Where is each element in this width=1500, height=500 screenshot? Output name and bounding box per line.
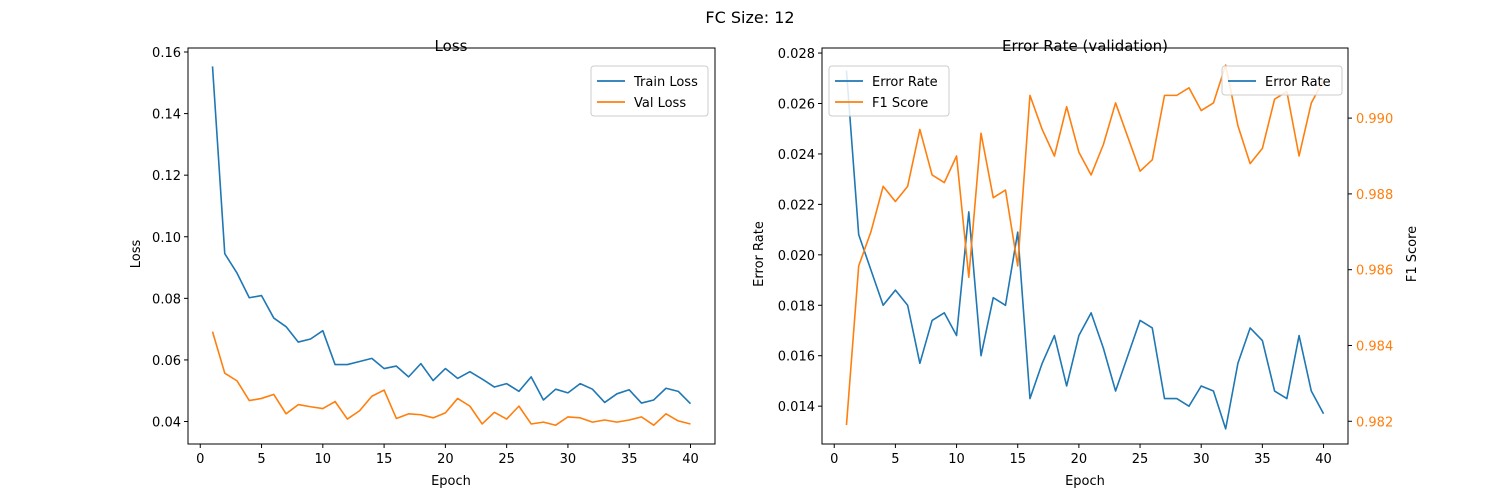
y2-tick-label: 0.988 — [1356, 188, 1393, 203]
x-tick-label: 30 — [1193, 452, 1210, 467]
y-tick-label: 0.06 — [152, 354, 181, 369]
x-tick-label: 40 — [682, 452, 699, 467]
y-tick-label: 0.04 — [152, 416, 181, 431]
loss-panel-ylabel: Loss — [129, 240, 144, 269]
legend-label: Error Rate — [872, 75, 938, 90]
x-tick-label: 0 — [196, 452, 204, 467]
x-tick-label: 0 — [830, 452, 838, 467]
y-tick-label: 0.022 — [778, 198, 815, 213]
x-tick-label: 10 — [948, 452, 965, 467]
legend-label: Error Rate — [1265, 75, 1331, 90]
plot-frame — [821, 47, 1349, 445]
error-rate-legend-right: Error Rate — [1221, 65, 1343, 96]
series-line-f1-score — [845, 64, 1325, 426]
x-tick-label: 15 — [376, 452, 393, 467]
loss-panel-xlabel: Epoch — [431, 474, 471, 489]
y-tick-label: 0.018 — [778, 299, 815, 314]
x-tick-label: 5 — [257, 452, 265, 467]
y2-tick-label: 0.982 — [1356, 415, 1393, 430]
loss-panel-title: Loss — [435, 37, 468, 55]
plot-frame — [187, 47, 716, 445]
x-tick-label: 35 — [621, 452, 638, 467]
legend-label: Train Loss — [633, 75, 698, 90]
x-tick-label: 40 — [1315, 452, 1332, 467]
y-tick-label: 0.10 — [152, 231, 181, 246]
loss-panel-plot-area: 0 5 10 15 20 25 30 35 40 0.04 0.06 0.08 0.10 0.12 0.14… — [152, 46, 716, 467]
y2-tick-label: 0.990 — [1356, 112, 1393, 127]
y-tick-label: 0.014 — [778, 400, 815, 415]
y-tick-label: 0.028 — [778, 47, 815, 62]
series-line-error-rate — [845, 70, 1325, 430]
legend-frame — [828, 65, 950, 117]
x-tick-label: 15 — [1009, 452, 1026, 467]
y2-tick-label: 0.984 — [1356, 339, 1393, 354]
figure-suptitle: FC Size: 12 — [705, 8, 794, 27]
error-rate-panel-ylabel: Error Rate — [752, 221, 767, 287]
y-tick-label: 0.026 — [778, 97, 815, 112]
y-tick-label: 0.14 — [152, 108, 181, 123]
legend-label: F1 Score — [872, 96, 928, 111]
error-rate-panel-y2label: F1 Score — [1405, 226, 1420, 282]
error-rate-panel-xlabel: Epoch — [1065, 474, 1105, 489]
error-rate-panel-plot-area: 0 5 10 15 20 25 30 35 40 0.014 0.016 0.018 0.020 0.02… — [778, 47, 1393, 467]
y-tick-label: 0.016 — [778, 350, 815, 365]
error-rate-panel: Error Rate (validation) Epoch Error Rate… — [752, 37, 1420, 489]
x-tick-label: 30 — [560, 452, 577, 467]
series-line-val-loss — [211, 331, 691, 427]
y-tick-label: 0.024 — [778, 148, 815, 163]
x-tick-label: 10 — [315, 452, 332, 467]
error-rate-panel-title: Error Rate (validation) — [1002, 37, 1168, 55]
loss-panel: Loss Epoch Loss 0 5 10 15 20 25 30 35 40 0.04 0.06… — [129, 37, 716, 489]
x-tick-label: 20 — [437, 452, 454, 467]
loss-legend: Train Loss Val Loss — [590, 65, 709, 117]
x-tick-label: 5 — [891, 452, 899, 467]
y2-tick-label: 0.986 — [1356, 264, 1393, 279]
y-tick-label: 0.020 — [778, 249, 815, 264]
series-line-train-loss — [211, 66, 692, 405]
legend-frame — [1221, 65, 1343, 96]
legend-frame — [590, 65, 709, 117]
y-tick-label: 0.16 — [152, 46, 181, 61]
error-rate-legend-left: Error Rate F1 Score — [828, 65, 950, 117]
y-tick-label: 0.08 — [152, 292, 181, 307]
y-tick-label: 0.12 — [152, 169, 181, 184]
x-tick-label: 25 — [1132, 452, 1149, 467]
x-tick-label: 25 — [498, 452, 515, 467]
legend-label: Val Loss — [634, 96, 686, 111]
x-tick-label: 35 — [1254, 452, 1271, 467]
x-tick-label: 20 — [1071, 452, 1088, 467]
